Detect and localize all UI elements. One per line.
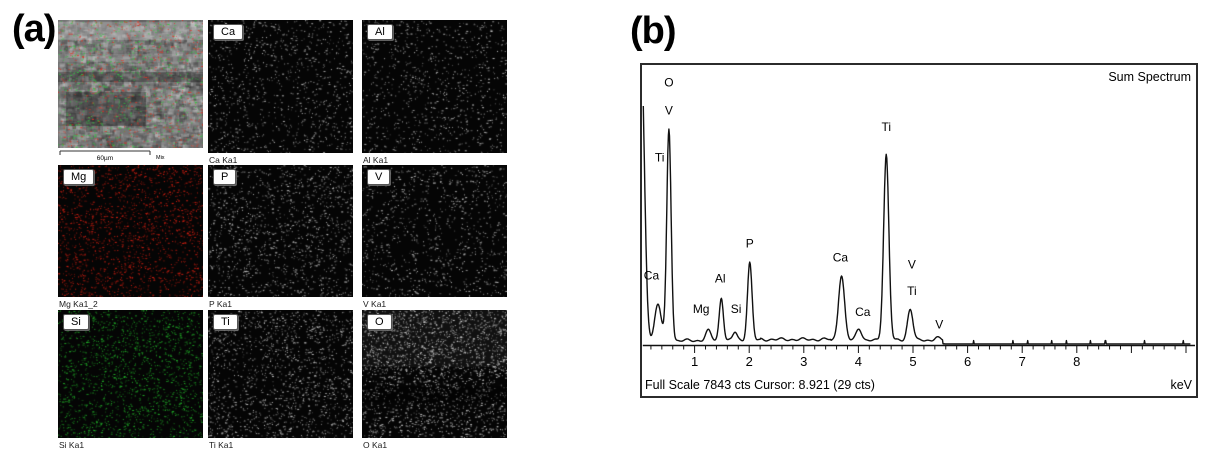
map-caption-p: P Ka1: [209, 299, 233, 309]
eds-map-si: Si Si Ka1: [58, 310, 203, 450]
spectrum-curve: [642, 105, 1191, 345]
eds-map-ti: Ti Ti Ka1: [208, 310, 353, 450]
eds-map-al-canvas: [362, 20, 507, 153]
peak-label-v-13: V: [935, 317, 943, 331]
eds-map-ca-canvas: [208, 20, 353, 153]
map-caption-ti: Ti Ka1: [209, 440, 234, 450]
x-tick-label-2: 2: [746, 354, 753, 369]
peak-label-mg-4: Mg: [693, 302, 710, 316]
x-axis-unit-label: keV: [1170, 378, 1192, 392]
sum-spectrum-panel: 1 2 3 4 5 6 7 8 Sum Spectrum O V Ti Ca Mg Al Si P Ca Ca Ti V…: [640, 63, 1198, 398]
map-caption-ca: Ca Ka1: [209, 155, 238, 165]
x-tick-label-8: 8: [1073, 354, 1080, 369]
eds-map-mg-canvas: [58, 165, 203, 297]
eds-map-o: O O Ka1: [362, 310, 507, 450]
eds-map-v: V V Ka1: [362, 165, 507, 309]
eds-map-o-canvas: [362, 310, 507, 438]
peak-label-ca-8: Ca: [833, 251, 849, 265]
eds-map-al: Al Al Ka1: [362, 20, 507, 165]
peak-label-al-5: Al: [715, 271, 726, 285]
sum-spectrum-title: Sum Spectrum: [1108, 70, 1191, 84]
element-tag-ti: Ti: [213, 314, 238, 330]
element-tag-o: O: [367, 314, 392, 330]
panel-b-label: (b): [630, 10, 677, 52]
sem-scalebar: 60µm Mix: [58, 148, 203, 162]
map-caption-o: O Ka1: [363, 440, 388, 450]
x-tick-label-6: 6: [964, 354, 971, 369]
peak-label-v-1: V: [665, 103, 673, 117]
panel-a-label: (a): [12, 8, 56, 50]
eds-map-p: P P Ka1: [208, 165, 353, 309]
peak-label-ca-9: Ca: [855, 305, 871, 319]
element-tag-al: Al: [367, 24, 393, 40]
eds-map-v-canvas: [362, 165, 507, 297]
scalebar-mix-label: Mix: [156, 155, 165, 161]
element-tag-si: Si: [63, 314, 89, 330]
peak-label-si-6: Si: [731, 302, 742, 316]
x-tick-label-1: 1: [691, 354, 698, 369]
element-tag-p: P: [213, 169, 237, 185]
full-scale-cursor-readout: Full Scale 7843 cts Cursor: 8.921 (29 ct…: [645, 378, 875, 392]
peak-label-p-7: P: [746, 237, 754, 251]
electron-image: 60µm Mix: [58, 20, 203, 162]
map-caption-mg: Mg Ka1_2: [59, 299, 98, 309]
element-tag-mg: Mg: [63, 169, 95, 185]
eds-map-mg: Mg Mg Ka1_2: [58, 165, 203, 309]
peak-label-o-0: O: [664, 75, 673, 89]
eds-map-si-canvas: [58, 310, 203, 438]
scalebar-length-label: 60µm: [97, 155, 113, 162]
eds-map-p-canvas: [208, 165, 353, 297]
eds-map-ca: Ca Ca Ka1: [208, 20, 353, 165]
peak-label-ca-3: Ca: [644, 269, 660, 283]
map-caption-v: V Ka1: [363, 299, 387, 309]
map-caption-si: Si Ka1: [59, 440, 85, 450]
peak-label-ti-10: Ti: [881, 120, 891, 134]
peak-label-ti-2: Ti: [655, 151, 665, 165]
map-caption-al: Al Ka1: [363, 155, 389, 165]
eds-map-ti-canvas: [208, 310, 353, 438]
peak-label-ti-12: Ti: [907, 284, 917, 298]
electron-image-canvas: [58, 20, 203, 148]
x-tick-label-4: 4: [855, 354, 862, 369]
x-tick-label-7: 7: [1019, 354, 1026, 369]
peak-label-v-11: V: [908, 258, 916, 272]
x-tick-label-5: 5: [909, 354, 916, 369]
element-tag-v: V: [367, 169, 391, 185]
x-tick-label-3: 3: [800, 354, 807, 369]
element-tag-ca: Ca: [213, 24, 244, 40]
